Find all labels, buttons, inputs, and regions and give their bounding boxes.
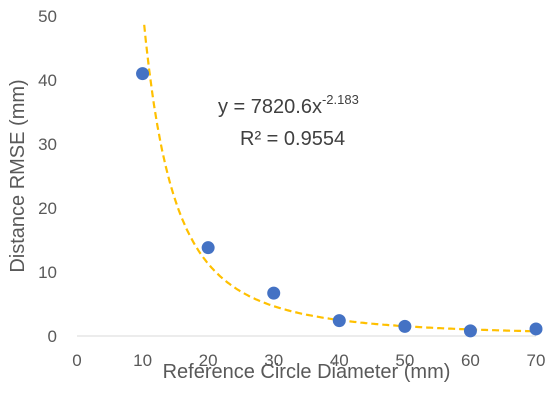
y-tick-label: 0 (48, 327, 57, 346)
equation-exponent: -2.183 (322, 92, 359, 107)
data-points (136, 67, 543, 338)
y-tick-label: 20 (38, 199, 57, 218)
x-tick-label: 30 (264, 351, 283, 370)
x-tick-label: 60 (461, 351, 480, 370)
x-axis-tick-labels: 0 10 20 30 40 50 60 70 (72, 351, 545, 370)
data-point (463, 324, 477, 338)
r-squared-label: R² = 0.9554 (240, 128, 345, 150)
y-tick-label: 30 (38, 135, 57, 154)
data-point (136, 67, 150, 81)
x-tick-label: 50 (395, 351, 414, 370)
data-point (332, 314, 346, 328)
trendline-equation: y = 7820.6x-2.183 (218, 92, 359, 118)
y-axis-tick-labels: 0 10 20 30 40 50 (38, 7, 57, 346)
equation-base: y = 7820.6x (218, 96, 322, 118)
y-axis-title: Distance RMSE (mm) (7, 79, 29, 272)
trendline (143, 24, 536, 333)
y-tick-label: 10 (38, 263, 57, 282)
x-tick-label: 20 (199, 351, 218, 370)
x-tick-label: 10 (133, 351, 152, 370)
data-point (201, 241, 215, 255)
x-tick-label: 0 (72, 351, 81, 370)
data-point (529, 322, 543, 336)
data-point (267, 286, 281, 300)
x-tick-label: 70 (527, 351, 546, 370)
x-tick-label: 40 (330, 351, 349, 370)
y-tick-label: 50 (38, 7, 57, 26)
x-axis-title: Reference Circle Diameter (mm) (163, 361, 451, 383)
data-point (398, 319, 412, 333)
y-tick-label: 40 (38, 71, 57, 90)
